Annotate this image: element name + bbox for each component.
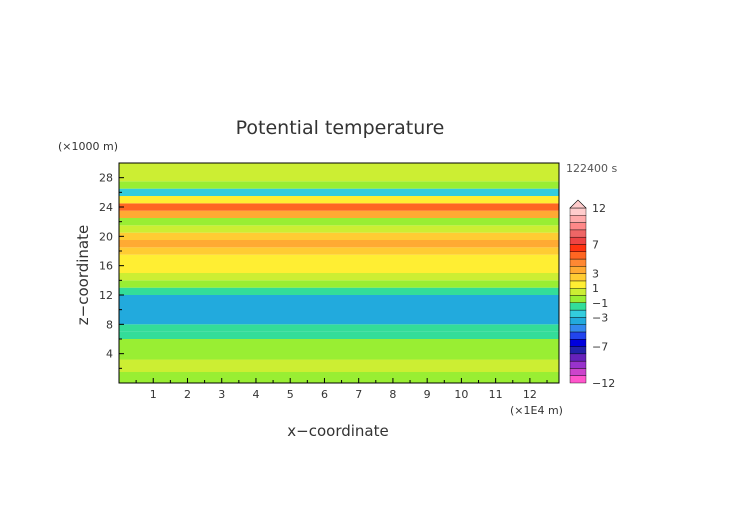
y-tick-label: 12: [99, 289, 113, 302]
colorbar-segment: [569, 236, 587, 245]
x-axis: 1 2 3 4 5 6 7 8 9 10 11 12: [135, 378, 548, 401]
temperature-layer-19: [119, 196, 559, 204]
chart-title: Potential temperature: [236, 117, 445, 139]
temperature-layer-14: [119, 232, 559, 240]
colorbar-label: 3: [592, 268, 599, 281]
colorbar-segment: [569, 368, 587, 376]
y-axis-title: z−coordinate: [74, 225, 92, 325]
colorbar-segment: [569, 317, 587, 325]
colorbar-segment: [569, 360, 587, 369]
y-tick-label: 28: [99, 172, 113, 185]
colorbar-label: −7: [592, 341, 608, 354]
colorbar-segment: [569, 266, 587, 274]
colorbar-segment: [569, 309, 587, 318]
temperature-layer-17: [119, 210, 559, 218]
temperature-layer-11: [119, 254, 559, 262]
temperature-layer-6: [119, 295, 559, 325]
x-tick-label: 6: [321, 388, 328, 401]
temperature-layer-22: [119, 163, 559, 182]
temperature-layer-0: [119, 372, 559, 383]
y-tick-label: 24: [99, 201, 113, 214]
temperature-layer-3: [119, 339, 559, 350]
colorbar-segment: [569, 375, 587, 384]
colorbar-segment: [569, 273, 587, 282]
y-axis: 4 8 12 16 20 24 28: [99, 172, 124, 369]
colorbar-segment: [569, 244, 587, 252]
colorbar: 12 7 31 −1−3 −7 −12: [569, 199, 615, 390]
colorbar-segment: [569, 288, 587, 296]
temperature-layer-18: [119, 203, 559, 211]
heatmap-plot-area: [118, 162, 560, 384]
temperature-layer-2: [119, 350, 559, 360]
temperature-layer-5: [119, 324, 559, 332]
x-tick-label: 1: [150, 388, 157, 401]
x-tick-label: 9: [424, 388, 431, 401]
colorbar-segment: [569, 353, 587, 362]
colorbar-max-arrow: [569, 199, 587, 209]
colorbar-segment: [569, 331, 587, 340]
x-axis-title: x−coordinate: [287, 422, 388, 440]
temperature-layer-20: [119, 188, 559, 196]
y-tick-label: 4: [106, 348, 113, 361]
colorbar-segment: [569, 215, 587, 223]
colorbar-segment: [569, 207, 587, 216]
colorbar-segment: [569, 258, 587, 267]
temperature-layer-15: [119, 225, 559, 233]
y-unit-label: (×1000 m): [58, 140, 118, 153]
colorbar-segment: [569, 339, 587, 347]
temperature-layer-9: [119, 273, 559, 281]
colorbar-label: −1: [592, 297, 608, 310]
colorbar-label: −3: [592, 311, 608, 324]
temperature-layer-1: [119, 359, 559, 372]
x-tick-label: 12: [523, 388, 537, 401]
x-tick-label: 10: [454, 388, 468, 401]
temperature-layer-12: [119, 247, 559, 255]
temperature-layer-8: [119, 280, 559, 288]
x-tick-label: 7: [355, 388, 362, 401]
temperature-layer-13: [119, 240, 559, 248]
x-unit-label: (×1E4 m): [510, 404, 563, 417]
x-tick-label: 5: [287, 388, 294, 401]
x-tick-label: 11: [489, 388, 503, 401]
temperature-layer-21: [119, 181, 559, 189]
colorbar-segment: [569, 229, 587, 238]
colorbar-label: 12: [592, 202, 606, 215]
plot-frame: [118, 162, 560, 384]
temperature-layer-7: [119, 287, 559, 295]
x-tick-label: 3: [218, 388, 225, 401]
colorbar-segment: [569, 222, 587, 231]
colorbar-segment: [569, 251, 587, 260]
x-tick-label: 8: [389, 388, 396, 401]
y-tick-label: 16: [99, 260, 113, 273]
temperature-layer-10: [119, 262, 559, 273]
time-label: 122400 s: [566, 162, 617, 175]
colorbar-segment: [569, 280, 587, 289]
y-tick-label: 8: [106, 318, 113, 331]
temperature-layer-4: [119, 331, 559, 339]
colorbar-segment: [569, 324, 587, 333]
x-tick-label: 2: [184, 388, 191, 401]
colorbar-segment: [569, 346, 587, 355]
colorbar-label: 7: [592, 238, 599, 251]
temperature-layer-16: [119, 218, 559, 226]
colorbar-segment: [569, 295, 587, 303]
colorbar-label: 1: [592, 282, 599, 295]
colorbar-segment: [569, 302, 587, 311]
colorbar-label: −12: [592, 377, 615, 390]
y-tick-label: 20: [99, 230, 113, 243]
x-tick-label: 4: [252, 388, 259, 401]
